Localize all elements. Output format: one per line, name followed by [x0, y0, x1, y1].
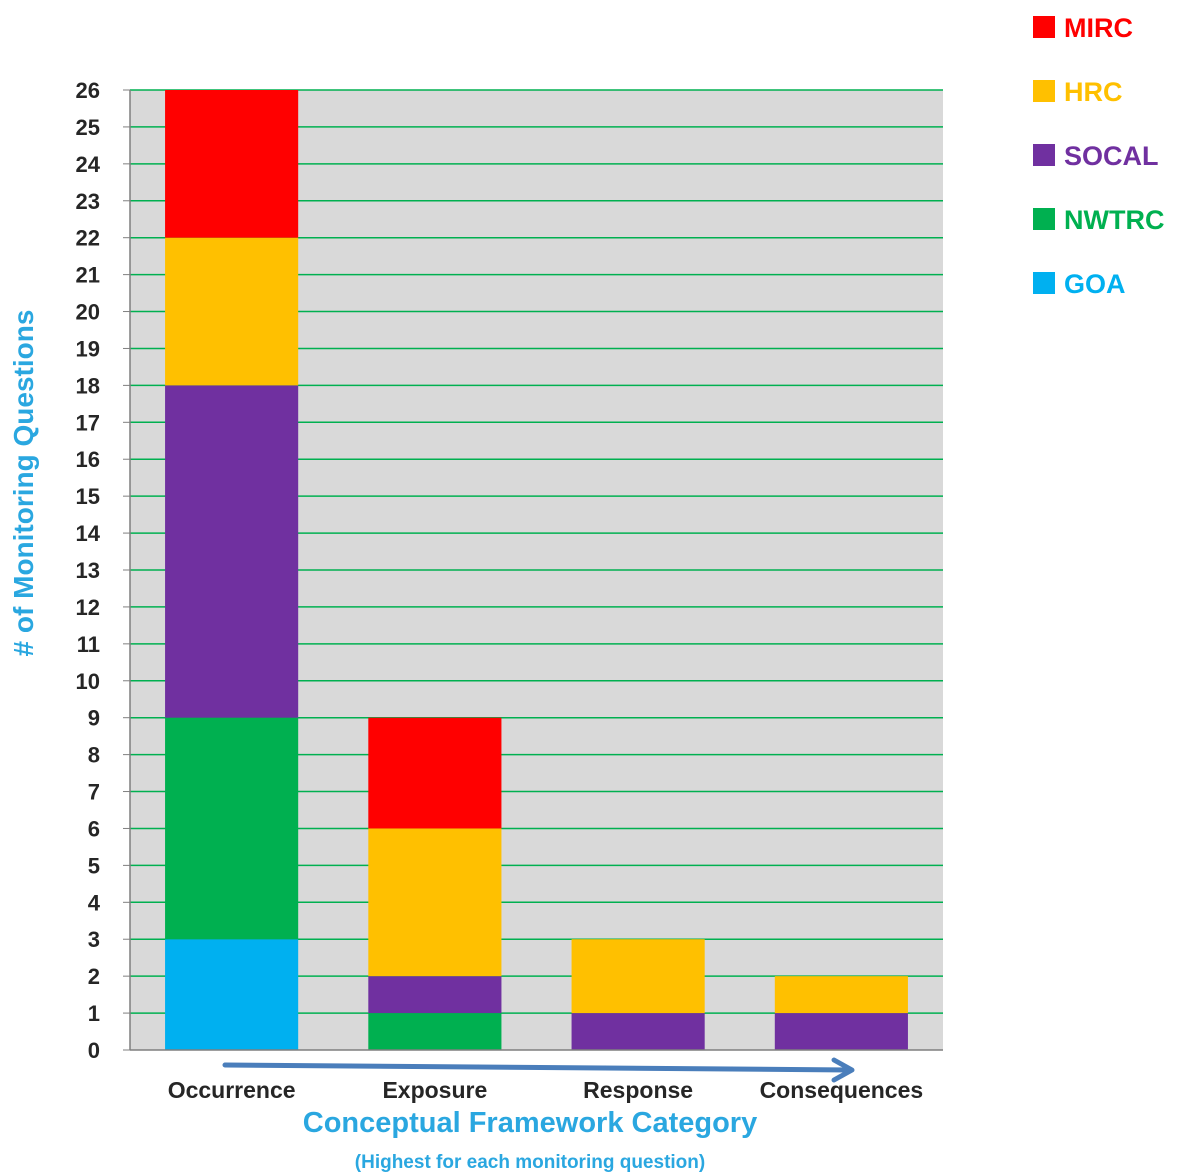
y-tick-label: 19: [76, 336, 100, 361]
y-tick-label: 24: [76, 152, 101, 177]
y-tick-label: 26: [76, 78, 100, 103]
y-tick-label: 15: [76, 484, 100, 509]
y-tick-label: 20: [76, 300, 100, 325]
bar-segment-socal: [368, 976, 502, 1014]
x-tick-label: Occurrence: [168, 1077, 296, 1103]
y-tick-label: 18: [76, 373, 100, 398]
y-tick-label: 4: [88, 890, 101, 915]
y-tick-label: 0: [88, 1038, 100, 1063]
bar-segment-goa: [165, 939, 299, 1050]
bar-segment-hrc: [571, 939, 705, 1014]
legend-swatch: [1033, 208, 1055, 230]
bar-segment-hrc: [368, 828, 502, 977]
y-tick-label: 25: [76, 115, 100, 140]
legend: MIRC HRC SOCAL NWTRC GOA: [1033, 13, 1164, 299]
y-tick-label: 10: [76, 669, 100, 694]
legend-label: SOCAL: [1064, 141, 1159, 171]
legend-swatch: [1033, 16, 1055, 38]
bar-segment-socal: [165, 385, 299, 718]
bar-segment-nwtrc: [368, 1013, 502, 1050]
arrow-head: [831, 1057, 855, 1083]
bar-segment-hrc: [165, 237, 299, 386]
x-tick-labels: Occurrence Exposure Response Consequences: [168, 1077, 923, 1103]
progression-arrow-icon: [222, 1057, 855, 1083]
x-tick-label: Consequences: [760, 1077, 924, 1103]
x-tick-label: Exposure: [382, 1077, 487, 1103]
y-tick-label: 23: [76, 189, 100, 214]
bar-segment-hrc: [774, 976, 908, 1014]
x-axis-subtitle: (Highest for each monitoring question): [355, 1152, 705, 1173]
y-tick-label: 3: [88, 927, 100, 952]
y-tick-label: 2: [88, 964, 100, 989]
y-tick-label: 5: [88, 853, 100, 878]
y-axis-title: # of Monitoring Questions: [8, 310, 39, 657]
y-tick-label: 16: [76, 447, 100, 472]
legend-label: MIRC: [1064, 13, 1133, 43]
y-tick-label: 22: [76, 226, 100, 251]
legend-label: HRC: [1064, 77, 1123, 107]
x-tick-label: Response: [583, 1077, 693, 1103]
y-tick-label: 9: [88, 706, 100, 731]
y-tick-label: 7: [88, 780, 100, 805]
y-tick-label: 8: [88, 743, 100, 768]
y-tick-label: 1: [88, 1001, 100, 1026]
bar-segment-socal: [571, 1013, 705, 1050]
legend-label: NWTRC: [1064, 205, 1164, 235]
y-tick-label: 13: [76, 558, 100, 583]
bar-segment-mirc: [165, 90, 299, 238]
y-tick-label: 11: [77, 632, 100, 657]
bar-segment-nwtrc: [165, 717, 299, 940]
y-tick-label: 21: [76, 263, 100, 288]
y-tick-label: 17: [76, 410, 100, 435]
legend-swatch: [1033, 144, 1055, 166]
arrow-shaft: [222, 1062, 853, 1073]
y-tick-label: 6: [88, 816, 100, 841]
y-tick-label: 14: [76, 521, 101, 546]
bar-segment-mirc: [368, 717, 502, 829]
bar-segment-socal: [774, 1013, 908, 1050]
legend-swatch: [1033, 80, 1055, 102]
legend-swatch: [1033, 272, 1055, 294]
bars: [165, 90, 908, 1050]
legend-label: GOA: [1064, 269, 1126, 299]
y-tick-labels: 0123456789101112131415161718192021222324…: [76, 78, 130, 1063]
y-tick-label: 12: [76, 595, 100, 620]
x-axis-title: Conceptual Framework Category: [303, 1107, 757, 1139]
